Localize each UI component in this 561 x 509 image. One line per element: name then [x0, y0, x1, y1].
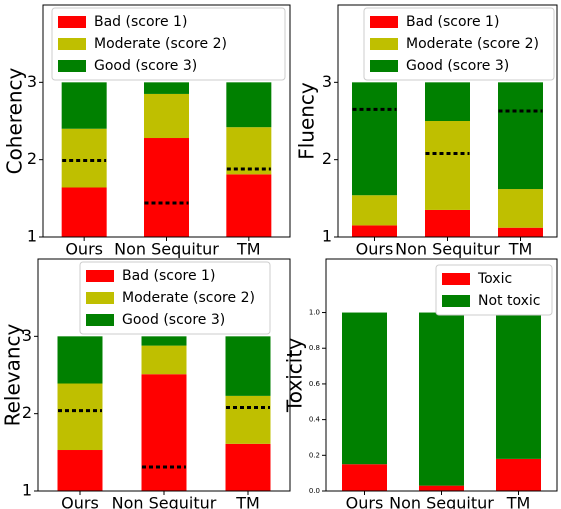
bar-segment — [425, 82, 470, 121]
legend-label: Bad (score 1) — [122, 268, 215, 284]
bar-segment — [496, 312, 541, 459]
bar-segment — [425, 209, 470, 237]
y-tick-label: 0.8 — [309, 344, 320, 352]
bar-segment — [141, 336, 187, 346]
bar-segment — [225, 336, 271, 396]
bar-segment — [225, 443, 271, 491]
bar-segment — [419, 312, 464, 486]
legend-label: Not toxic — [478, 293, 540, 309]
y-axis-label: Relevancy — [1, 323, 25, 426]
bar-segment — [61, 128, 107, 188]
legend-box — [79, 261, 271, 335]
bar-segment — [144, 138, 189, 237]
y-tick-label: 2 — [27, 149, 37, 168]
legend-label: Good (score 3) — [406, 58, 509, 74]
bar-segment — [61, 187, 107, 237]
x-tick-label: Non Sequitur — [389, 494, 494, 509]
bar-segment — [498, 189, 543, 228]
y-tick-label: 1.0 — [309, 309, 320, 317]
bar-segment — [498, 82, 543, 190]
legend-label: Bad (score 1) — [406, 14, 499, 30]
legend-swatch — [86, 292, 114, 304]
plot-frame — [337, 4, 558, 238]
y-tick-label: 1 — [322, 227, 332, 246]
bar-segment — [144, 93, 189, 139]
bar-segment — [226, 127, 272, 175]
legend-label: Moderate (score 2) — [94, 36, 227, 52]
y-tick-label: 1 — [22, 481, 32, 500]
y-tick-label: 1 — [27, 227, 37, 246]
bar-segment — [425, 121, 470, 210]
x-tick-label: Ours — [61, 494, 99, 509]
x-tick-label: TM — [506, 494, 531, 509]
x-tick-label: TM — [508, 240, 533, 259]
x-tick-label: Ours — [65, 240, 103, 259]
bar-segment — [226, 174, 272, 237]
y-tick-label: 0.0 — [309, 487, 320, 495]
legend-label: Bad (score 1) — [94, 14, 187, 30]
legend-label: Toxic — [477, 271, 512, 287]
x-tick-label: Ours — [346, 494, 384, 509]
legend-swatch — [370, 16, 398, 28]
bar-segment — [342, 312, 387, 465]
legend-swatch — [370, 60, 398, 72]
plot-frame — [37, 258, 291, 492]
legend-swatch — [442, 295, 470, 307]
x-tick-label: Non Sequitur — [114, 240, 219, 259]
bar-segment — [225, 395, 271, 444]
bar-segment — [57, 336, 103, 384]
bar-segment — [419, 485, 464, 491]
plot-frame — [42, 4, 291, 238]
legend-label: Moderate (score 2) — [122, 290, 255, 306]
legend-swatch — [86, 314, 114, 326]
y-axis-label: Coherency — [3, 67, 27, 174]
legend-box — [51, 7, 286, 81]
legend-swatch — [58, 16, 86, 28]
legend-swatch — [370, 38, 398, 50]
bar-segment — [144, 82, 189, 94]
y-tick-label: 0.2 — [309, 451, 320, 459]
bar-segment — [57, 383, 103, 451]
y-tick-label: 3 — [27, 72, 37, 91]
bar-segment — [352, 225, 397, 237]
y-tick-label: 0.6 — [309, 380, 321, 388]
y-axis-label: Fluency — [295, 82, 319, 160]
y-tick-label: 2 — [322, 149, 332, 168]
bar-segment — [57, 450, 103, 491]
x-tick-label: Ours — [356, 240, 394, 259]
y-tick-label: 3 — [322, 72, 332, 91]
legend-swatch — [58, 60, 86, 72]
x-tick-label: Non Sequitur — [395, 240, 500, 259]
y-tick-label: 2 — [22, 403, 32, 422]
legend-swatch — [86, 270, 114, 282]
y-tick-label: 0.4 — [309, 416, 321, 424]
bar-segment — [496, 458, 541, 491]
legend-label: Moderate (score 2) — [406, 36, 539, 52]
legend-label: Good (score 3) — [122, 312, 225, 328]
plot-frame — [325, 258, 558, 492]
legend-box — [363, 7, 555, 81]
bar-segment — [498, 227, 543, 237]
bar-segment — [141, 345, 187, 375]
legend-label: Good (score 3) — [94, 58, 197, 74]
legend-swatch — [442, 273, 470, 285]
bar-segment — [342, 464, 387, 491]
x-tick-label: Non Sequitur — [112, 494, 217, 509]
bar-segment — [352, 82, 397, 196]
bar-segment — [141, 374, 187, 491]
y-tick-label: 3 — [22, 326, 32, 345]
legend-swatch — [58, 38, 86, 50]
y-axis-label: Toxicity — [283, 338, 307, 413]
bar-segment — [352, 195, 397, 226]
bar-segment — [226, 82, 272, 128]
x-tick-label: TM — [235, 494, 260, 509]
bar-segment — [61, 82, 107, 129]
x-tick-label: TM — [236, 240, 261, 259]
